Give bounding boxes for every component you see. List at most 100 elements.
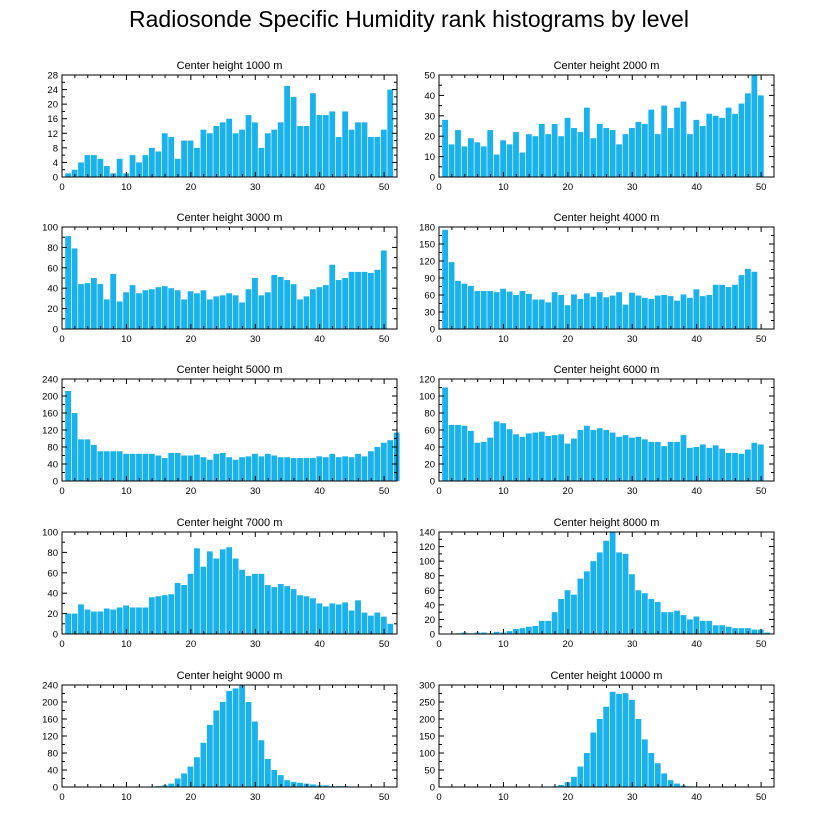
y-tick-label: 40 — [424, 443, 435, 454]
histogram-bar — [571, 294, 577, 329]
histogram-bar — [577, 578, 584, 634]
histogram-bar — [506, 144, 513, 177]
histogram-bar — [84, 155, 91, 177]
histogram-bar — [116, 301, 123, 329]
histogram-bar — [155, 151, 162, 177]
histogram-bar — [187, 291, 194, 329]
x-tick-label: 10 — [121, 792, 132, 803]
histogram-bar — [239, 302, 245, 329]
histogram-bar — [374, 269, 381, 329]
histogram-bar — [187, 455, 194, 481]
y-tick-label: 40 — [47, 766, 58, 777]
panel-title: Center height 10000 m — [551, 670, 663, 682]
histogram-bar — [596, 428, 603, 481]
histogram-bar — [738, 275, 745, 329]
histogram-bar — [712, 625, 719, 634]
histogram-bar — [316, 287, 323, 329]
x-tick-label: 40 — [691, 334, 702, 345]
histogram-bar — [699, 620, 706, 634]
histogram-bar — [616, 144, 622, 177]
histogram-bar — [258, 456, 265, 481]
histogram-bar — [583, 571, 590, 634]
histogram-bar — [65, 613, 72, 634]
y-tick-label: 8 — [53, 143, 58, 154]
histogram-bar — [310, 598, 316, 634]
histogram-bar — [219, 549, 226, 634]
histogram-bar — [271, 587, 278, 634]
y-tick-label: 100 — [42, 528, 58, 539]
x-tick-label: 50 — [379, 792, 390, 803]
histogram-bar — [194, 293, 200, 329]
x-tick-label: 30 — [250, 486, 261, 497]
y-tick-label: 100 — [419, 749, 435, 760]
histogram-bar — [161, 286, 168, 329]
histogram-bar — [90, 444, 97, 481]
histogram-bar — [616, 292, 622, 329]
histogram-bar — [297, 458, 303, 481]
histogram-bar — [609, 130, 616, 177]
histogram-bar — [487, 130, 494, 177]
histogram-bar — [348, 129, 355, 177]
x-tick-label: 50 — [756, 486, 767, 497]
histogram-bar — [448, 262, 455, 329]
histogram-bar — [545, 620, 552, 634]
histogram-bar — [290, 284, 297, 329]
histogram-bar — [674, 610, 680, 634]
histogram-bar — [745, 449, 751, 481]
x-tick-label: 0 — [59, 792, 64, 803]
histogram-bar — [342, 602, 349, 634]
histogram-bar — [583, 293, 590, 329]
panel-title: Center height 4000 m — [554, 212, 660, 224]
histogram-bar — [661, 295, 668, 329]
histogram-bar — [564, 305, 571, 329]
x-tick-label: 30 — [250, 792, 261, 803]
histogram-bar — [745, 93, 751, 177]
y-tick-label: 10 — [424, 152, 435, 163]
histogram-bar — [622, 304, 629, 329]
x-tick-label: 0 — [59, 486, 64, 497]
histogram-bar — [78, 162, 84, 177]
histogram-bar — [213, 453, 220, 481]
histogram-bar — [322, 785, 329, 787]
histogram-bar — [629, 437, 635, 481]
histogram-bar — [629, 699, 635, 787]
histogram-bar — [303, 458, 310, 481]
histogram-bar — [136, 453, 142, 481]
x-tick-label: 30 — [250, 334, 261, 345]
y-tick-label: 40 — [47, 589, 58, 600]
histogram-bar — [751, 75, 758, 177]
y-tick-label: 40 — [47, 460, 58, 471]
histogram-bar — [361, 456, 368, 481]
histogram-bar — [206, 551, 213, 634]
histogram-bar — [174, 778, 181, 787]
histogram-bar — [380, 442, 387, 481]
panel-title: Center height 3000 m — [177, 212, 283, 224]
histogram-bar — [200, 129, 207, 177]
histogram-bar — [361, 271, 368, 329]
y-tick-label: 120 — [42, 732, 58, 743]
histogram-bar — [571, 128, 577, 177]
histogram-bar — [155, 287, 162, 329]
histogram-bar — [316, 456, 323, 481]
x-tick-label: 50 — [379, 486, 390, 497]
y-tick-label: 20 — [47, 609, 58, 620]
x-tick-label: 20 — [563, 792, 574, 803]
histogram-bar — [500, 423, 506, 481]
histogram-bar — [374, 612, 381, 634]
histogram-bar — [355, 453, 361, 481]
histogram-bar — [667, 128, 674, 177]
histogram-bar — [648, 753, 655, 787]
x-tick-label: 20 — [186, 486, 197, 497]
histogram-bar — [142, 607, 149, 634]
histogram-bar — [558, 136, 564, 177]
histogram-bar — [123, 605, 129, 634]
y-tick-label: 60 — [424, 426, 435, 437]
histogram-bar — [239, 129, 245, 177]
histogram-bar — [680, 294, 687, 329]
histogram-bar — [239, 569, 245, 634]
histogram-bar — [719, 117, 726, 177]
x-tick-label: 50 — [756, 182, 767, 193]
histogram-bar — [322, 285, 329, 329]
histogram-bar — [78, 439, 84, 481]
